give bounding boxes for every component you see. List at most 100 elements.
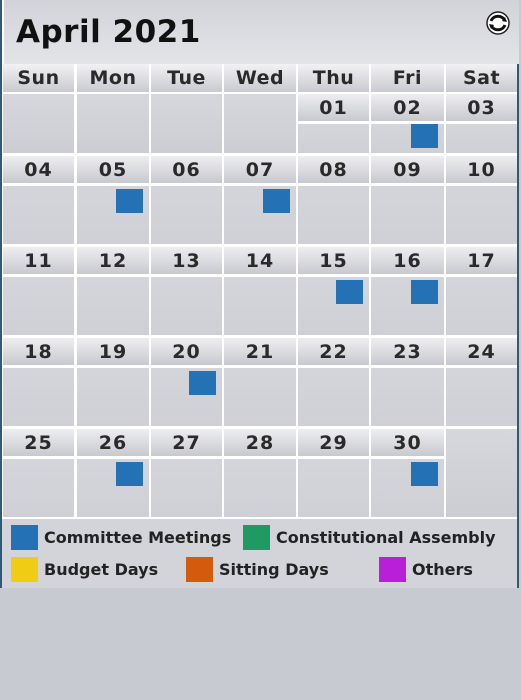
day-number: 25 <box>3 429 74 456</box>
day-events-area <box>3 459 74 517</box>
event-marker-committee[interactable] <box>336 280 363 304</box>
weekday-tue: Tue <box>151 64 222 92</box>
day-cell[interactable]: 02 <box>371 94 444 153</box>
day-number: 15 <box>298 247 369 274</box>
day-number: 09 <box>371 156 444 183</box>
day-cell[interactable]: 12 <box>77 247 149 335</box>
day-events-area <box>298 459 369 517</box>
empty-day-area <box>224 94 296 153</box>
day-cell[interactable]: 09 <box>371 156 444 244</box>
legend-item-others[interactable]: Others <box>379 557 473 582</box>
day-cell[interactable]: 03 <box>446 94 517 153</box>
day-events-area <box>3 277 74 335</box>
weekday-sat: Sat <box>446 64 517 92</box>
day-cell[interactable]: 24 <box>446 338 517 426</box>
legend-item-sitting[interactable]: Sitting Days <box>186 557 329 582</box>
day-cell[interactable]: 23 <box>371 338 444 426</box>
day-number: 19 <box>77 338 149 365</box>
day-events-area <box>224 459 296 517</box>
day-cell[interactable]: 04 <box>3 156 74 244</box>
legend-item-budget[interactable]: Budget Days <box>11 557 158 582</box>
legend: Committee Meetings Constitutional Assembl… <box>2 519 517 588</box>
day-events-area <box>151 277 222 335</box>
day-cell[interactable]: 15 <box>298 247 369 335</box>
day-events-area <box>371 459 444 517</box>
event-marker-committee[interactable] <box>263 189 290 213</box>
day-cell[interactable]: 06 <box>151 156 222 244</box>
event-marker-committee[interactable] <box>116 462 143 486</box>
day-number: 06 <box>151 156 222 183</box>
day-number: 20 <box>151 338 222 365</box>
day-cell[interactable]: 13 <box>151 247 222 335</box>
day-events-area <box>446 124 517 153</box>
day-number: 18 <box>3 338 74 365</box>
day-events-area <box>224 368 296 426</box>
day-events-area <box>3 368 74 426</box>
day-events-area <box>224 186 296 244</box>
day-cell[interactable]: 28 <box>224 429 296 517</box>
day-cell[interactable]: 19 <box>77 338 149 426</box>
legend-swatch-others <box>379 557 406 582</box>
day-cell[interactable]: 01 <box>298 94 369 153</box>
event-marker-committee[interactable] <box>189 371 216 395</box>
day-events-area <box>224 277 296 335</box>
day-cell[interactable]: 27 <box>151 429 222 517</box>
day-number: 17 <box>446 247 517 274</box>
empty-day-area <box>77 94 149 153</box>
day-cell[interactable]: 22 <box>298 338 369 426</box>
empty-day-cell <box>151 94 222 153</box>
day-number: 14 <box>224 247 296 274</box>
legend-swatch-budget <box>11 557 38 582</box>
legend-label: Constitutional Assembly <box>276 528 496 547</box>
day-events-area <box>298 368 369 426</box>
day-cell[interactable]: 07 <box>224 156 296 244</box>
day-number: 12 <box>77 247 149 274</box>
day-cell[interactable]: 11 <box>3 247 74 335</box>
day-events-area <box>298 277 369 335</box>
day-number: 11 <box>3 247 74 274</box>
day-number: 13 <box>151 247 222 274</box>
day-cell[interactable]: 30 <box>371 429 444 517</box>
weekday-wed: Wed <box>224 64 296 92</box>
refresh-icon[interactable] <box>485 10 511 36</box>
day-events-area <box>77 186 149 244</box>
day-number: 30 <box>371 429 444 456</box>
day-cell[interactable]: 08 <box>298 156 369 244</box>
day-events-area <box>77 368 149 426</box>
day-cell[interactable]: 18 <box>3 338 74 426</box>
empty-day-area <box>3 94 74 153</box>
legend-item-committee[interactable]: Committee Meetings <box>11 525 231 550</box>
day-cell[interactable]: 20 <box>151 338 222 426</box>
day-number: 01 <box>298 94 369 121</box>
legend-item-constitutional[interactable]: Constitutional Assembly <box>243 525 496 550</box>
day-events-area <box>77 277 149 335</box>
day-cell[interactable]: 25 <box>3 429 74 517</box>
empty-day-cell <box>446 429 517 517</box>
day-number: 24 <box>446 338 517 365</box>
day-cell[interactable]: 26 <box>77 429 149 517</box>
day-events-area <box>371 277 444 335</box>
day-number: 26 <box>77 429 149 456</box>
day-cell[interactable]: 10 <box>446 156 517 244</box>
event-marker-committee[interactable] <box>411 124 438 148</box>
event-marker-committee[interactable] <box>411 280 438 304</box>
legend-swatch-constitutional <box>243 525 270 550</box>
day-events-area <box>151 186 222 244</box>
day-number: 21 <box>224 338 296 365</box>
weekday-thu: Thu <box>298 64 369 92</box>
day-events-area <box>371 186 444 244</box>
event-marker-committee[interactable] <box>411 462 438 486</box>
day-cell[interactable]: 05 <box>77 156 149 244</box>
day-number: 27 <box>151 429 222 456</box>
day-number: 28 <box>224 429 296 456</box>
legend-swatch-sitting <box>186 557 213 582</box>
day-events-area <box>371 124 444 153</box>
event-marker-committee[interactable] <box>116 189 143 213</box>
day-cell[interactable]: 29 <box>298 429 369 517</box>
day-cell[interactable]: 16 <box>371 247 444 335</box>
day-events-area <box>446 368 517 426</box>
empty-day-area <box>151 94 222 153</box>
day-cell[interactable]: 17 <box>446 247 517 335</box>
day-cell[interactable]: 14 <box>224 247 296 335</box>
day-cell[interactable]: 21 <box>224 338 296 426</box>
